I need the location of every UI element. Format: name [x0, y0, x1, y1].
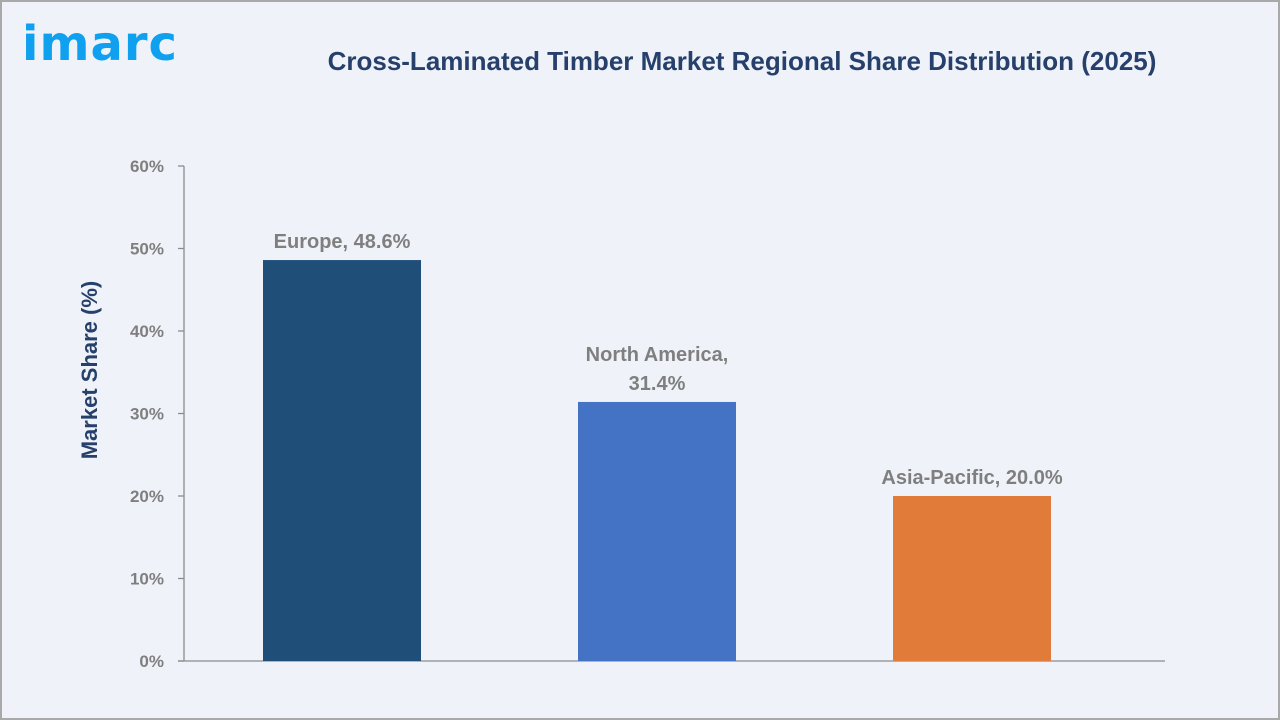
- y-tick-label: 60%: [130, 157, 164, 176]
- y-tick-label: 30%: [130, 405, 164, 424]
- y-tick-label: 10%: [130, 570, 164, 589]
- y-tick-label: 20%: [130, 487, 164, 506]
- bar-europe: [263, 260, 421, 661]
- y-tick-label: 50%: [130, 240, 164, 259]
- data-label: Asia-Pacific, 20.0%: [881, 467, 1062, 489]
- y-tick-label: 0%: [139, 652, 164, 671]
- bar-asia-pacific: [893, 496, 1051, 661]
- y-tick-label: 40%: [130, 322, 164, 341]
- bar-north-america: [578, 401, 736, 661]
- y-axis-label: Market Share (%): [77, 281, 102, 460]
- data-label: North America,: [586, 344, 729, 366]
- data-label: Europe, 48.6%: [274, 231, 411, 253]
- data-label: 31.4%: [629, 373, 686, 395]
- chart-title: Cross-Laminated Timber Market Regional S…: [327, 46, 1157, 76]
- imarc-logo: imarc: [22, 16, 178, 72]
